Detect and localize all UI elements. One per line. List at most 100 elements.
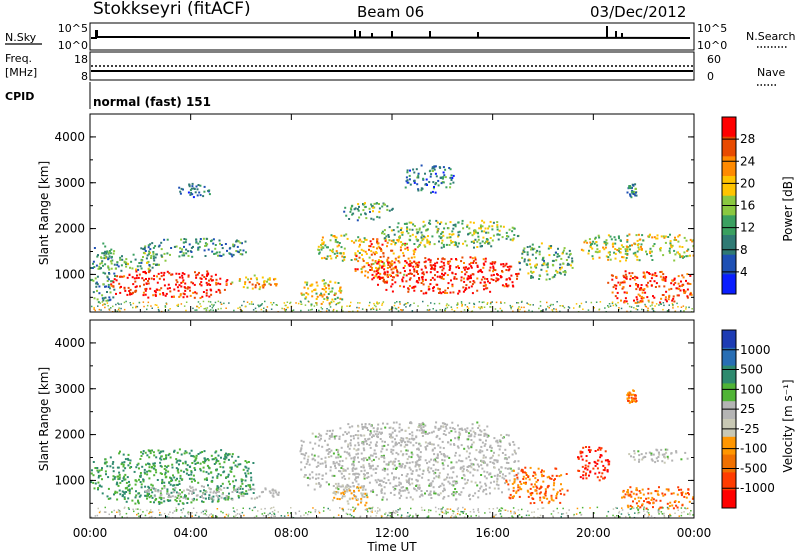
echo-cell — [450, 467, 453, 470]
echo-cell — [561, 488, 564, 491]
echo-cell — [383, 486, 386, 489]
echo-cell — [664, 298, 667, 301]
echo-cell — [364, 274, 367, 277]
echo-cell — [562, 270, 565, 273]
echo-cell — [584, 464, 587, 467]
echo-cell — [342, 509, 344, 511]
echo-cell — [305, 462, 308, 465]
echo-cell — [476, 264, 479, 267]
echo-cell — [442, 484, 445, 487]
echo-cell — [125, 263, 127, 265]
echo-cell — [660, 448, 663, 451]
echo-cell — [214, 451, 217, 454]
echo-cell — [209, 488, 212, 491]
echo-cell — [452, 471, 455, 474]
echo-cell — [687, 282, 690, 285]
echo-cell — [677, 251, 679, 254]
echo-cell — [126, 457, 129, 460]
echo-cell — [508, 472, 511, 475]
echo-cell — [137, 276, 140, 279]
echo-cell — [682, 289, 685, 291]
echo-cell — [182, 470, 185, 473]
echo-cell — [352, 466, 355, 469]
echo-cell — [579, 452, 582, 455]
echo-cell — [643, 288, 646, 290]
echo-cell — [555, 474, 558, 477]
echo-cell — [426, 432, 429, 435]
echo-cell — [489, 472, 492, 475]
echo-cell — [357, 250, 359, 253]
echo-cell — [360, 492, 363, 495]
echo-cell — [275, 304, 278, 306]
echo-cell — [148, 251, 151, 254]
echo-cell — [417, 447, 420, 450]
echo-cell — [165, 456, 168, 459]
echo-cell — [380, 431, 383, 434]
echo-cell — [636, 305, 638, 307]
echo-cell — [216, 487, 219, 490]
echo-cell — [357, 441, 360, 444]
echo-cell — [491, 461, 494, 464]
echo-cell — [666, 502, 669, 505]
echo-cell — [252, 492, 255, 494]
echo-cell — [125, 481, 128, 484]
echo-cell — [398, 462, 401, 465]
echo-cell — [318, 251, 321, 254]
echo-cell — [427, 442, 430, 445]
echo-cell — [641, 503, 644, 506]
echo-cell — [259, 305, 261, 307]
echo-cell — [418, 448, 420, 451]
echo-cell — [479, 433, 482, 436]
echo-cell — [148, 493, 151, 496]
echo-cell — [407, 302, 409, 304]
echo-cell — [357, 448, 360, 451]
echo-cell — [391, 271, 394, 274]
echo-cell — [362, 443, 365, 446]
echo-cell — [368, 462, 371, 465]
echo-cell — [446, 455, 449, 458]
echo-cell — [457, 231, 460, 234]
echo-cell — [659, 247, 662, 249]
echo-cell — [181, 274, 184, 277]
echo-cell — [485, 484, 488, 487]
echo-cell — [217, 282, 220, 285]
echo-cell — [451, 493, 453, 496]
echo-cell — [155, 498, 158, 500]
echo-cell — [363, 477, 366, 480]
echo-cell — [652, 308, 655, 310]
echo-cell — [692, 245, 694, 248]
echo-cell — [652, 498, 655, 501]
echo-cell — [559, 501, 562, 504]
echo-cell — [496, 273, 498, 276]
echo-cell — [608, 303, 611, 305]
echo-cell — [165, 469, 168, 472]
echo-cell — [331, 432, 334, 435]
echo-cell — [204, 255, 207, 257]
echo-cell — [154, 256, 157, 259]
echo-cell — [596, 244, 599, 247]
echo-cell — [520, 301, 523, 303]
echo-cell — [640, 297, 643, 300]
nave-tick-top: 60 — [707, 53, 721, 66]
echo-cell — [556, 253, 559, 256]
echo-cell — [383, 460, 386, 463]
echo-cell — [181, 248, 184, 251]
echo-cell — [500, 309, 503, 312]
echo-cell — [634, 497, 637, 500]
echo-cell — [352, 464, 355, 467]
echo-cell — [326, 255, 329, 258]
echo-cell — [417, 189, 420, 192]
echo-cell — [520, 469, 523, 472]
echo-cell — [678, 285, 681, 288]
echo-cell — [446, 274, 449, 276]
echo-cell — [594, 464, 597, 467]
echo-cell — [206, 270, 209, 273]
echo-cell — [522, 250, 525, 253]
echo-cell — [300, 444, 303, 447]
echo-cell — [539, 305, 542, 307]
echo-cell — [159, 293, 162, 296]
echo-cell — [511, 284, 514, 287]
echo-cell — [407, 232, 410, 235]
echo-cell — [400, 227, 403, 230]
echo-cell — [477, 235, 480, 238]
